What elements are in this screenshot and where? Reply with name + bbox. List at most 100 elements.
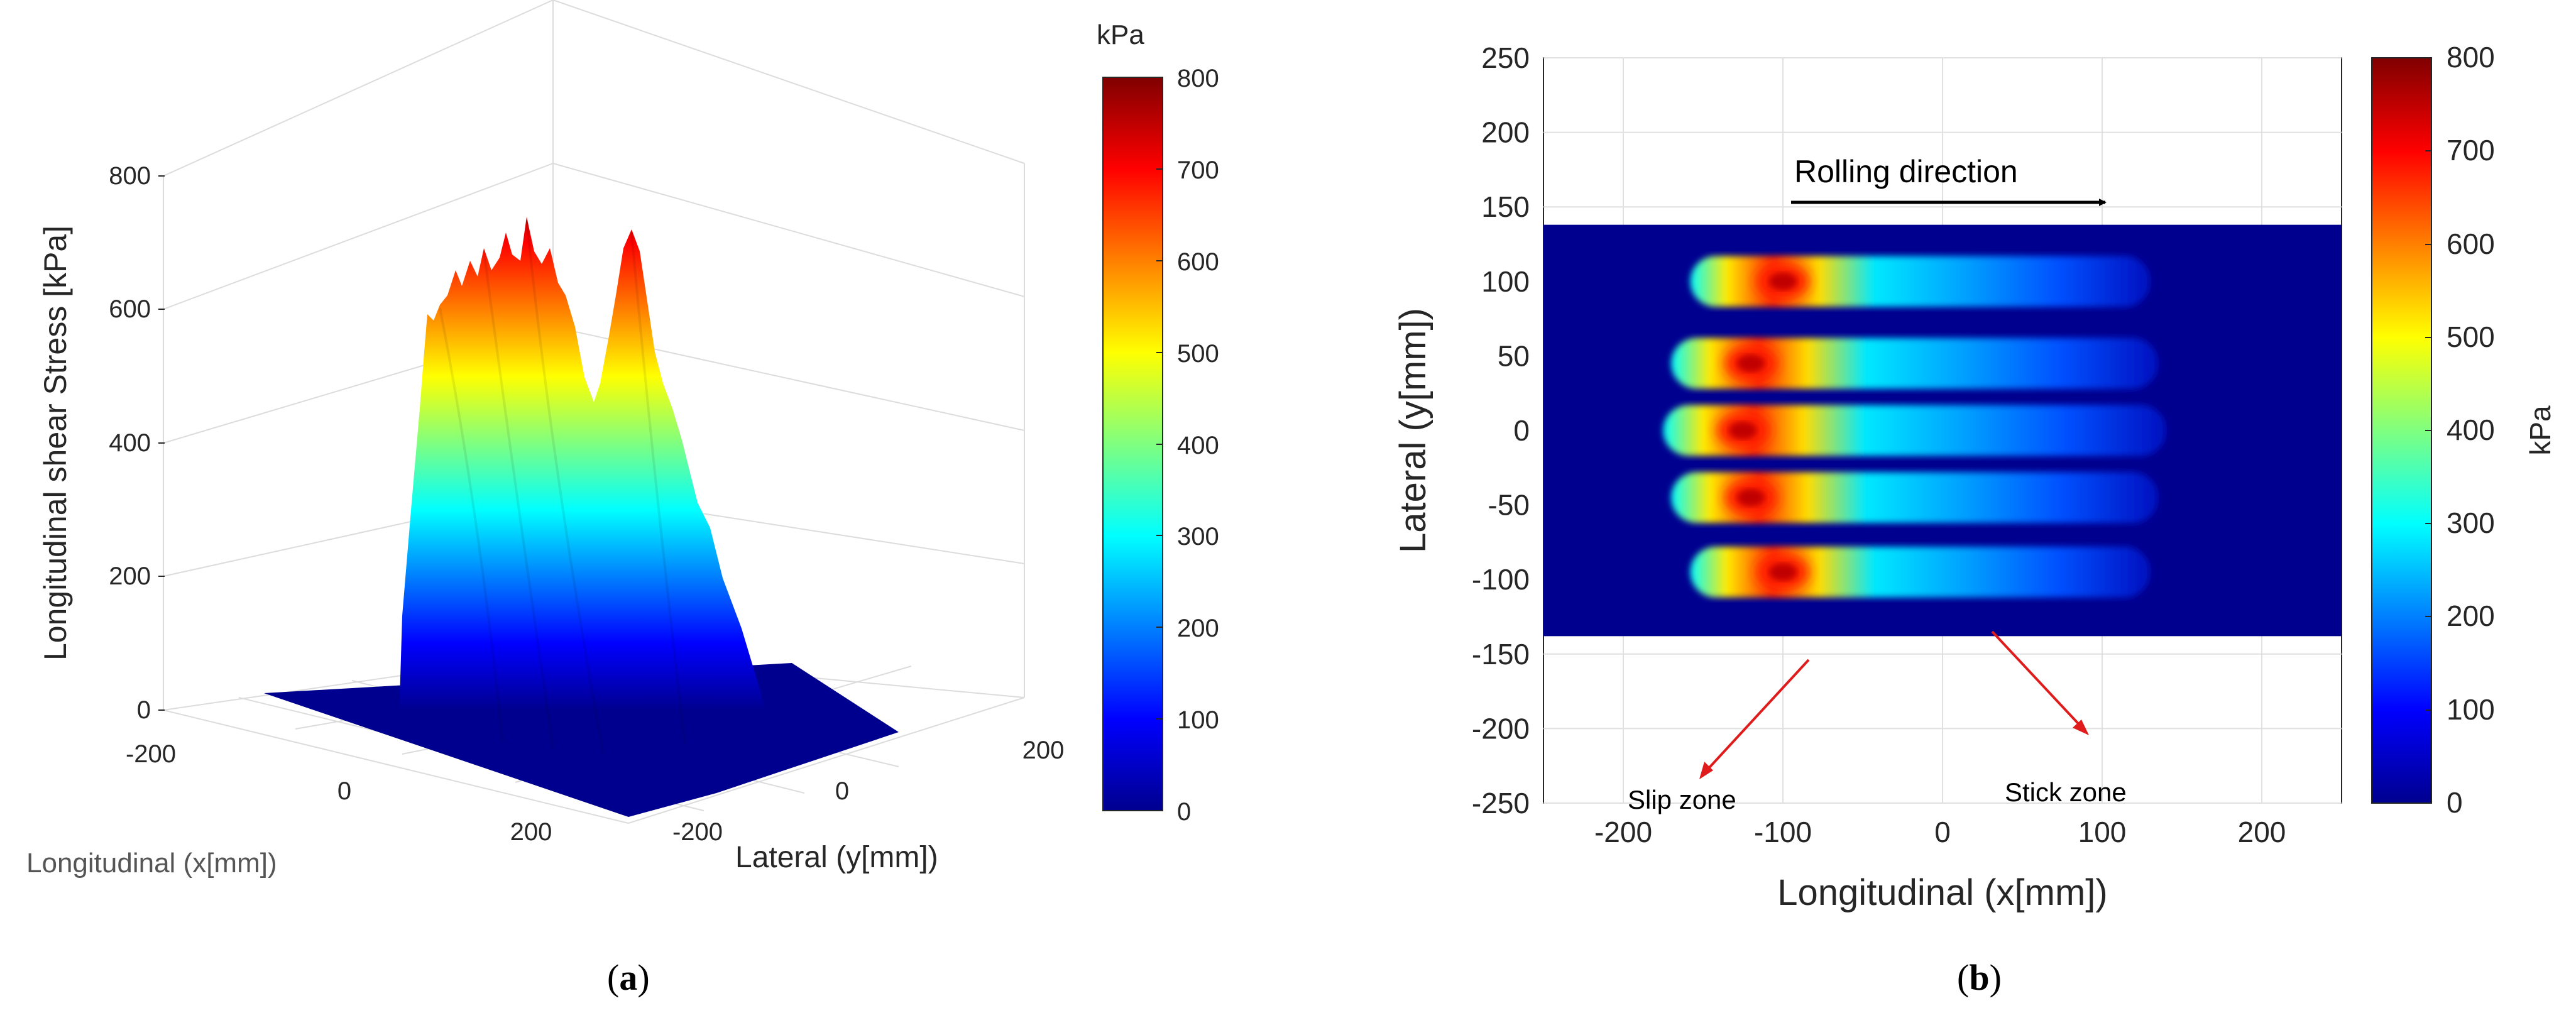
colorbar-b: 800 700 600 500 400 300 200 100 0 [2371,41,2557,819]
y-tick-label: 50 [1498,339,1530,372]
y-tick-label: -250 [1472,787,1530,819]
rib [1690,256,2151,307]
x-axis-label: Longitudinal (x[mm]) [26,848,277,879]
panel-label-a-open: ( [607,957,619,998]
rib-hotspot-core [1729,421,1757,440]
y-axis-label: Lateral (y[mm]) [735,841,938,874]
rib-body [1690,256,2151,307]
y-tick-label: -150 [1472,638,1530,671]
y-tick-label: -200 [672,818,723,846]
z-tick-label: 400 [109,429,151,457]
z-tick-label: 800 [109,162,151,190]
colorbar-a-title: kPa [1097,19,1144,50]
rib [1663,405,2166,456]
plot-b-y-axis-label: Lateral (y[mm]) [1393,308,1433,553]
panel-label-b-open: ( [1957,957,1969,998]
rib [1671,472,2158,523]
x-tick-label: -100 [1754,816,1812,848]
colorbar-b-label: kPa [2524,405,2557,456]
stress-surface [399,217,767,757]
z-tick-label: 0 [137,696,151,724]
panel-label-b-letter: b [1969,957,1989,998]
plot-b-x-tick-labels: -200 -100 0 100 200 [1594,816,2286,848]
panel-label-b-close: ) [1990,957,2002,998]
panel-label-a-close: ) [637,957,649,998]
y-tick-label: -100 [1472,563,1530,596]
y-tick-label: 150 [1481,190,1530,223]
y-tick-label: 200 [1481,116,1530,149]
x-tick-label: 0 [1934,816,1951,848]
colorbar-b-tick: 400 [2447,413,2495,446]
slip-zone-arrow [1703,659,1810,774]
x-tick-label: -200 [126,740,176,768]
rolling-direction-label: Rolling direction [1794,154,2018,189]
colorbar-a-tick: 200 [1177,615,1219,642]
rib-hotspot-core [1737,354,1765,373]
x-tick-label: 100 [2078,816,2127,848]
plot-b-y-tick-labels: 250 200 150 100 50 0 -50 -100 -150 -200 -250 [1472,41,1530,819]
y-tick-label: 250 [1481,41,1530,74]
panel-label-b: (b) [1957,957,2002,998]
colorbar-b-tick: 800 [2447,41,2495,74]
x-tick-label: -200 [1594,816,1652,848]
z-tick-label: 200 [109,562,151,590]
colorbar-a-tick: 700 [1177,156,1219,184]
stick-zone-label: Stick zone [2005,777,2127,807]
y-tick-label: -50 [1488,489,1530,522]
rib-hotspot-core [1769,563,1797,581]
colorbar-a-tick: 400 [1177,432,1219,459]
colorbar-b-tick: 600 [2447,227,2495,260]
x-tick-label: 200 [2238,816,2286,848]
colorbar-a-tick: 500 [1177,340,1219,368]
surface-ridges [439,219,686,755]
colorbar-a-tick: 100 [1177,706,1219,734]
panel-a-surface-plot: 800 600 400 200 0 Longitudinal shear Str… [26,0,1219,998]
panel-label-a-letter: a [619,957,637,998]
rib-body [1671,337,2158,389]
colorbar-a: kPa 800 700 600 500 400 300 200 100 0 [1097,19,1219,826]
colorbar-b-tick: 200 [2447,600,2495,632]
colorbar-a-tick: 800 [1177,65,1219,92]
y-tick-label: -200 [1472,712,1530,745]
rib [1671,337,2158,389]
y-tick-label: 0 [1513,414,1530,447]
colorbar-b-tick-marks [2425,57,2431,804]
colorbar-a-scale [1102,77,1163,811]
panel-b-heatmap: -200 -100 0 100 200 250200150100500-50-100-1… [1393,41,2557,998]
colorbar-b-tick: 500 [2447,320,2495,353]
slip-zone-arrowhead [1699,762,1713,779]
y-tick-label: 0 [835,777,849,805]
panel-label-a: (a) [607,957,650,998]
x-tick-label: 0 [337,777,351,805]
rib [1690,547,2151,598]
y-tick-label: 200 [1022,736,1065,764]
colorbar-b-tick: 700 [2447,134,2495,167]
z-tick-marks [158,175,165,711]
z-tick-label: 600 [109,295,151,323]
y-tick-labels: -200 0 200 [672,736,1064,846]
stick-zone-arrow [1991,630,2085,730]
colorbar-a-tick: 0 [1177,798,1191,826]
contact-ribs [1663,256,2166,598]
z-axis-label: Longitudinal shear Stress [kPa] [38,226,73,660]
x-tick-labels: -200 0 200 [126,740,552,846]
colorbar-b-tick: 100 [2447,693,2495,726]
colorbar-a-tick-labels: 800 700 600 500 400 300 200 100 0 [1177,65,1219,826]
rib-body [1663,405,2166,456]
plot-b-x-axis-label: Longitudinal (x[mm]) [1777,872,2107,913]
y-tick-label: 100 [1481,265,1530,298]
colorbar-b-scale [2371,57,2432,804]
colorbar-b-tick: 300 [2447,506,2495,539]
rib-hotspot-core [1769,272,1797,290]
colorbar-a-tick: 600 [1177,248,1219,276]
slip-zone-label: Slip zone [1628,785,1736,814]
rib-body [1690,547,2151,598]
rib-body [1671,472,2158,523]
rib-hotspot-core [1737,488,1765,506]
colorbar-a-tick-marks [1156,77,1163,811]
colorbar-b-tick-labels: 800 700 600 500 400 300 200 100 0 [2447,41,2495,819]
z-tick-labels: 800 600 400 200 0 [109,162,151,724]
stick-zone-arrowhead [2073,720,2089,735]
x-tick-label: 200 [510,818,552,846]
